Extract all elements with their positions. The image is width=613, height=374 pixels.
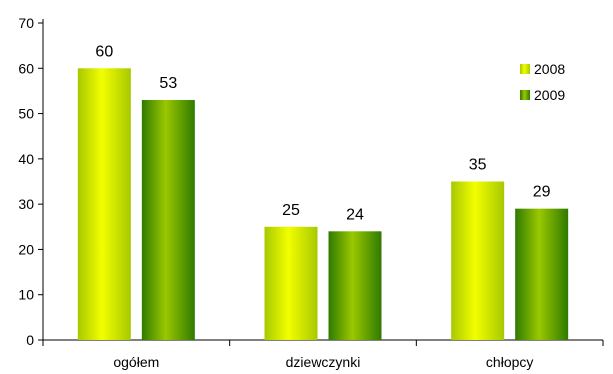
data-labels: 60 53 25 24 35 29 [95, 43, 550, 223]
x-tick-label: dziewczynki [286, 354, 361, 370]
y-tick-label: 70 [18, 15, 34, 31]
y-tick-label: 20 [18, 241, 34, 257]
data-label: 24 [346, 206, 364, 223]
bar [77, 68, 131, 341]
x-axis: ogółem dziewczynki chłopcy [42, 339, 604, 370]
data-label: 60 [95, 43, 113, 60]
y-tick-label: 10 [18, 287, 34, 303]
legend-swatch [520, 64, 530, 74]
x-tick-label: ogółem [113, 354, 159, 370]
data-label: 29 [533, 184, 551, 201]
bar [141, 99, 195, 340]
y-tick-label: 40 [18, 151, 34, 167]
bar [328, 231, 382, 340]
y-axis: 0 10 20 30 40 50 60 70 [18, 15, 44, 348]
bar [515, 208, 569, 340]
data-label: 25 [282, 202, 300, 219]
legend-label: 2009 [534, 87, 565, 103]
legend: 2008 2009 [520, 61, 565, 103]
y-tick-label: 60 [18, 60, 34, 76]
bar [264, 226, 318, 340]
bars [77, 68, 569, 341]
x-tick-label: chłopcy [486, 354, 533, 370]
y-tick-label: 0 [26, 332, 34, 348]
data-label: 53 [159, 75, 177, 92]
y-tick-label: 50 [18, 106, 34, 122]
legend-swatch [520, 90, 530, 100]
y-tick-label: 30 [18, 196, 34, 212]
data-label: 35 [469, 157, 487, 174]
legend-label: 2008 [534, 61, 565, 77]
bar [451, 181, 505, 340]
